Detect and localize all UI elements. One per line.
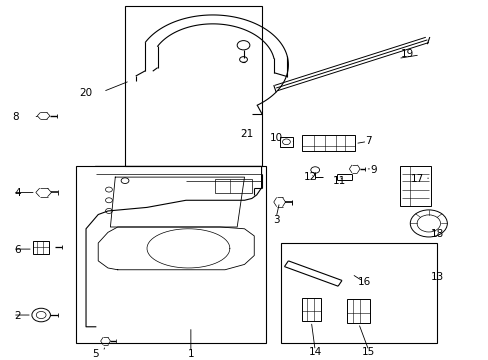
Text: 18: 18 [429,229,443,239]
Bar [399,166,430,206]
Text: 8: 8 [12,112,19,122]
Bar [215,179,251,193]
Text: 16: 16 [357,277,370,287]
Bar [301,298,321,321]
Bar [301,135,354,152]
Text: 20: 20 [80,88,92,98]
Bar [125,6,261,166]
Text: 10: 10 [269,133,282,143]
Text: 12: 12 [303,172,316,182]
Text: 19: 19 [401,49,414,59]
Text: 4: 4 [15,188,21,198]
Text: 11: 11 [332,176,346,186]
Bar [279,137,293,147]
Bar [33,241,49,254]
Text: 15: 15 [362,347,375,357]
Text: 9: 9 [369,165,376,175]
Text: 5: 5 [92,348,99,359]
Text: 2: 2 [15,311,21,321]
Text: 1: 1 [187,348,194,359]
Text: 21: 21 [240,129,253,139]
Bar [346,299,369,323]
Bar [281,243,436,343]
Text: 7: 7 [365,136,371,147]
Text: 13: 13 [429,272,443,282]
Text: 17: 17 [410,174,424,184]
Text: 3: 3 [272,215,279,225]
Bar [76,166,266,343]
Text: 6: 6 [15,245,21,255]
Text: 14: 14 [308,347,321,357]
